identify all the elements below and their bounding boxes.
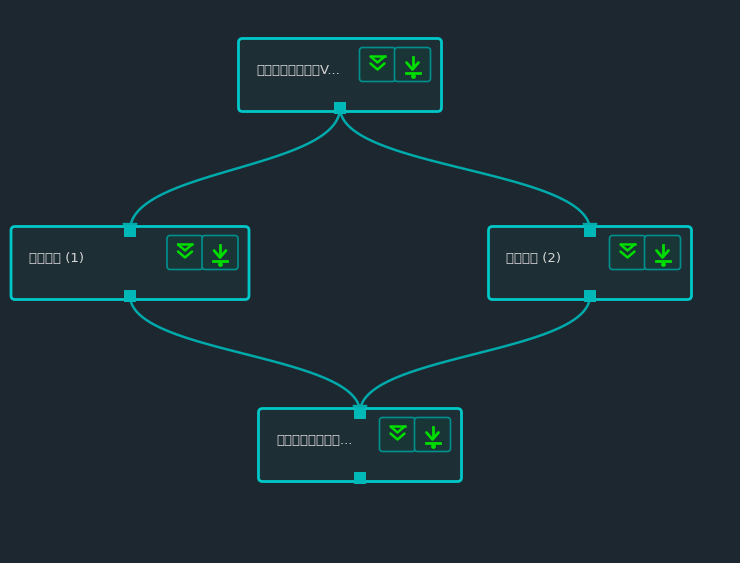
FancyBboxPatch shape (414, 418, 451, 452)
FancyBboxPatch shape (488, 226, 691, 300)
FancyBboxPatch shape (167, 235, 203, 270)
Text: 円の測定 (1): 円の測定 (1) (29, 252, 84, 266)
FancyBboxPatch shape (645, 235, 681, 270)
FancyBboxPatch shape (202, 235, 238, 270)
FancyBboxPatch shape (124, 225, 136, 236)
Polygon shape (123, 224, 137, 234)
FancyBboxPatch shape (584, 289, 596, 302)
FancyBboxPatch shape (334, 101, 346, 114)
FancyBboxPatch shape (610, 235, 645, 270)
FancyBboxPatch shape (360, 47, 395, 82)
FancyBboxPatch shape (238, 38, 442, 111)
FancyBboxPatch shape (380, 418, 415, 452)
FancyBboxPatch shape (354, 406, 366, 418)
FancyBboxPatch shape (124, 289, 136, 302)
Polygon shape (353, 405, 367, 416)
FancyBboxPatch shape (258, 409, 462, 481)
Polygon shape (583, 224, 597, 234)
Text: 円の測定 (2): 円の測定 (2) (506, 252, 562, 266)
Text: 画像を読み取る（V...: 画像を読み取る（V... (257, 65, 340, 78)
FancyBboxPatch shape (584, 225, 596, 236)
Text: 点から円まづの距...: 点から円まづの距... (277, 435, 353, 448)
FancyBboxPatch shape (354, 471, 366, 484)
FancyBboxPatch shape (11, 226, 249, 300)
FancyBboxPatch shape (394, 47, 431, 82)
